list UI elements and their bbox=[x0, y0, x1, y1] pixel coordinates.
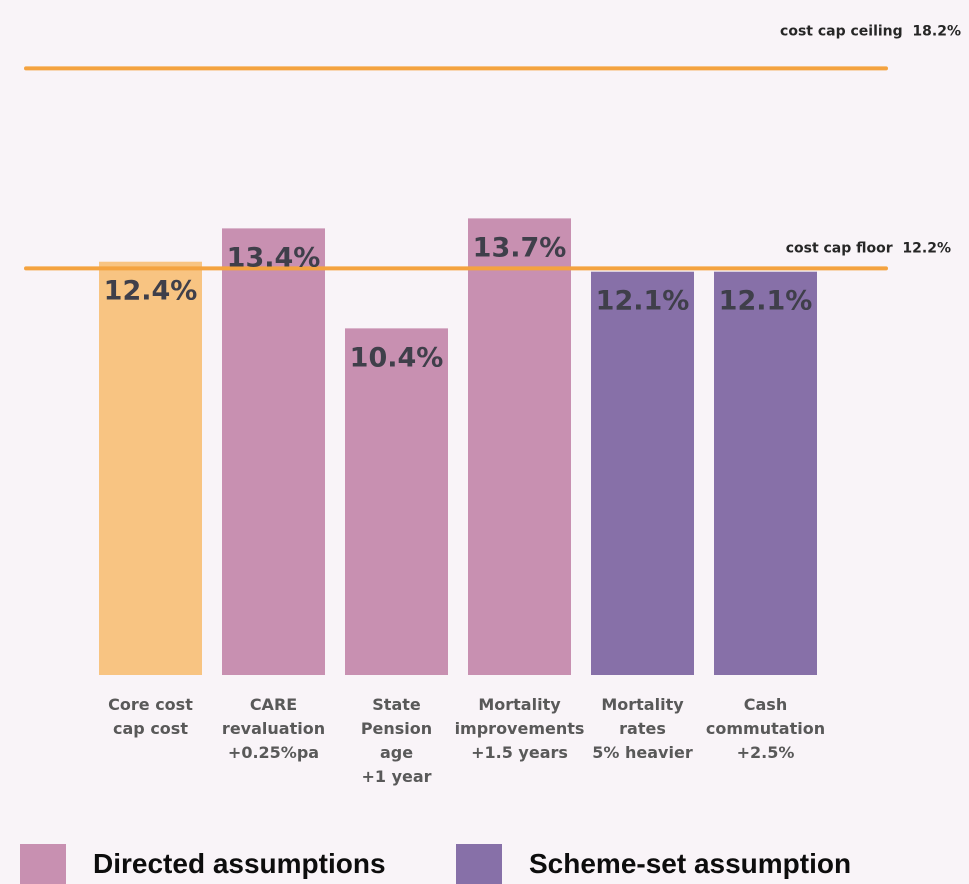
legend-label-scheme: Scheme-set assumption bbox=[529, 848, 852, 879]
bar-2 bbox=[222, 228, 325, 676]
bar-value-label-2: 13.4% bbox=[227, 242, 321, 273]
category-label-line: rates bbox=[619, 719, 666, 738]
category-label-line: Cash bbox=[744, 695, 787, 714]
category-label-line: improvements bbox=[455, 719, 585, 738]
category-label-line: State bbox=[372, 695, 421, 714]
bar-4 bbox=[468, 218, 571, 675]
legend-label-directed: Directed assumptions bbox=[93, 848, 386, 879]
category-label-line: +0.25%pa bbox=[228, 743, 319, 762]
cost-cap-floor-text: cost cap floor bbox=[786, 240, 903, 256]
category-label-line: CARE bbox=[250, 695, 297, 714]
category-label-line: cap cost bbox=[113, 719, 188, 738]
legend-item-directed: Directed assumptions bbox=[20, 844, 386, 884]
category-label-3: State Pension age +1 year bbox=[361, 695, 432, 786]
category-label-line: +2.5% bbox=[737, 743, 795, 762]
category-label-line: Pension bbox=[361, 719, 432, 738]
category-label-line: Core cost bbox=[108, 695, 193, 714]
cost-cap-ceiling-value: 18.2% bbox=[912, 23, 961, 39]
bar-6 bbox=[714, 271, 817, 675]
category-label-5: Mortality rates 5% heavier bbox=[592, 695, 693, 762]
category-label-line: commutation bbox=[706, 719, 825, 738]
bar-value-label-6: 12.1% bbox=[719, 286, 813, 317]
bar-value-label-1: 12.4% bbox=[104, 276, 198, 307]
cost-cap-floor-value: 12.2% bbox=[902, 240, 951, 256]
category-label-line: age bbox=[380, 743, 413, 762]
bar-3 bbox=[345, 328, 448, 675]
category-label-2: CARE revaluation +0.25%pa bbox=[222, 695, 325, 762]
category-label-6: Cash commutation +2.5% bbox=[706, 695, 825, 762]
cost-cap-ceiling-text: cost cap ceiling bbox=[780, 23, 912, 39]
category-label-4: Mortality improvements +1.5 years bbox=[455, 695, 585, 762]
category-label-line: +1.5 years bbox=[471, 743, 568, 762]
bar-5 bbox=[591, 271, 694, 675]
category-label-line: +1 year bbox=[361, 767, 431, 786]
legend-swatch-directed bbox=[20, 844, 66, 884]
category-label-1: Core cost cap cost bbox=[108, 695, 193, 738]
category-label-line: Mortality bbox=[478, 695, 561, 714]
legend-swatch-scheme bbox=[456, 844, 502, 884]
bar-1 bbox=[99, 261, 202, 675]
category-label-line: revaluation bbox=[222, 719, 325, 738]
cost-cap-ceiling-label: cost cap ceiling 18.2% bbox=[780, 23, 961, 39]
bar-value-label-3: 10.4% bbox=[350, 342, 444, 373]
legend-item-scheme: Scheme-set assumption bbox=[456, 844, 851, 884]
category-label-line: Mortality bbox=[601, 695, 684, 714]
cost-cap-floor-label: cost cap floor 12.2% bbox=[786, 240, 951, 256]
bar-value-label-4: 13.7% bbox=[473, 232, 567, 263]
bar-value-label-5: 12.1% bbox=[596, 286, 690, 317]
category-label-line: 5% heavier bbox=[592, 743, 693, 762]
